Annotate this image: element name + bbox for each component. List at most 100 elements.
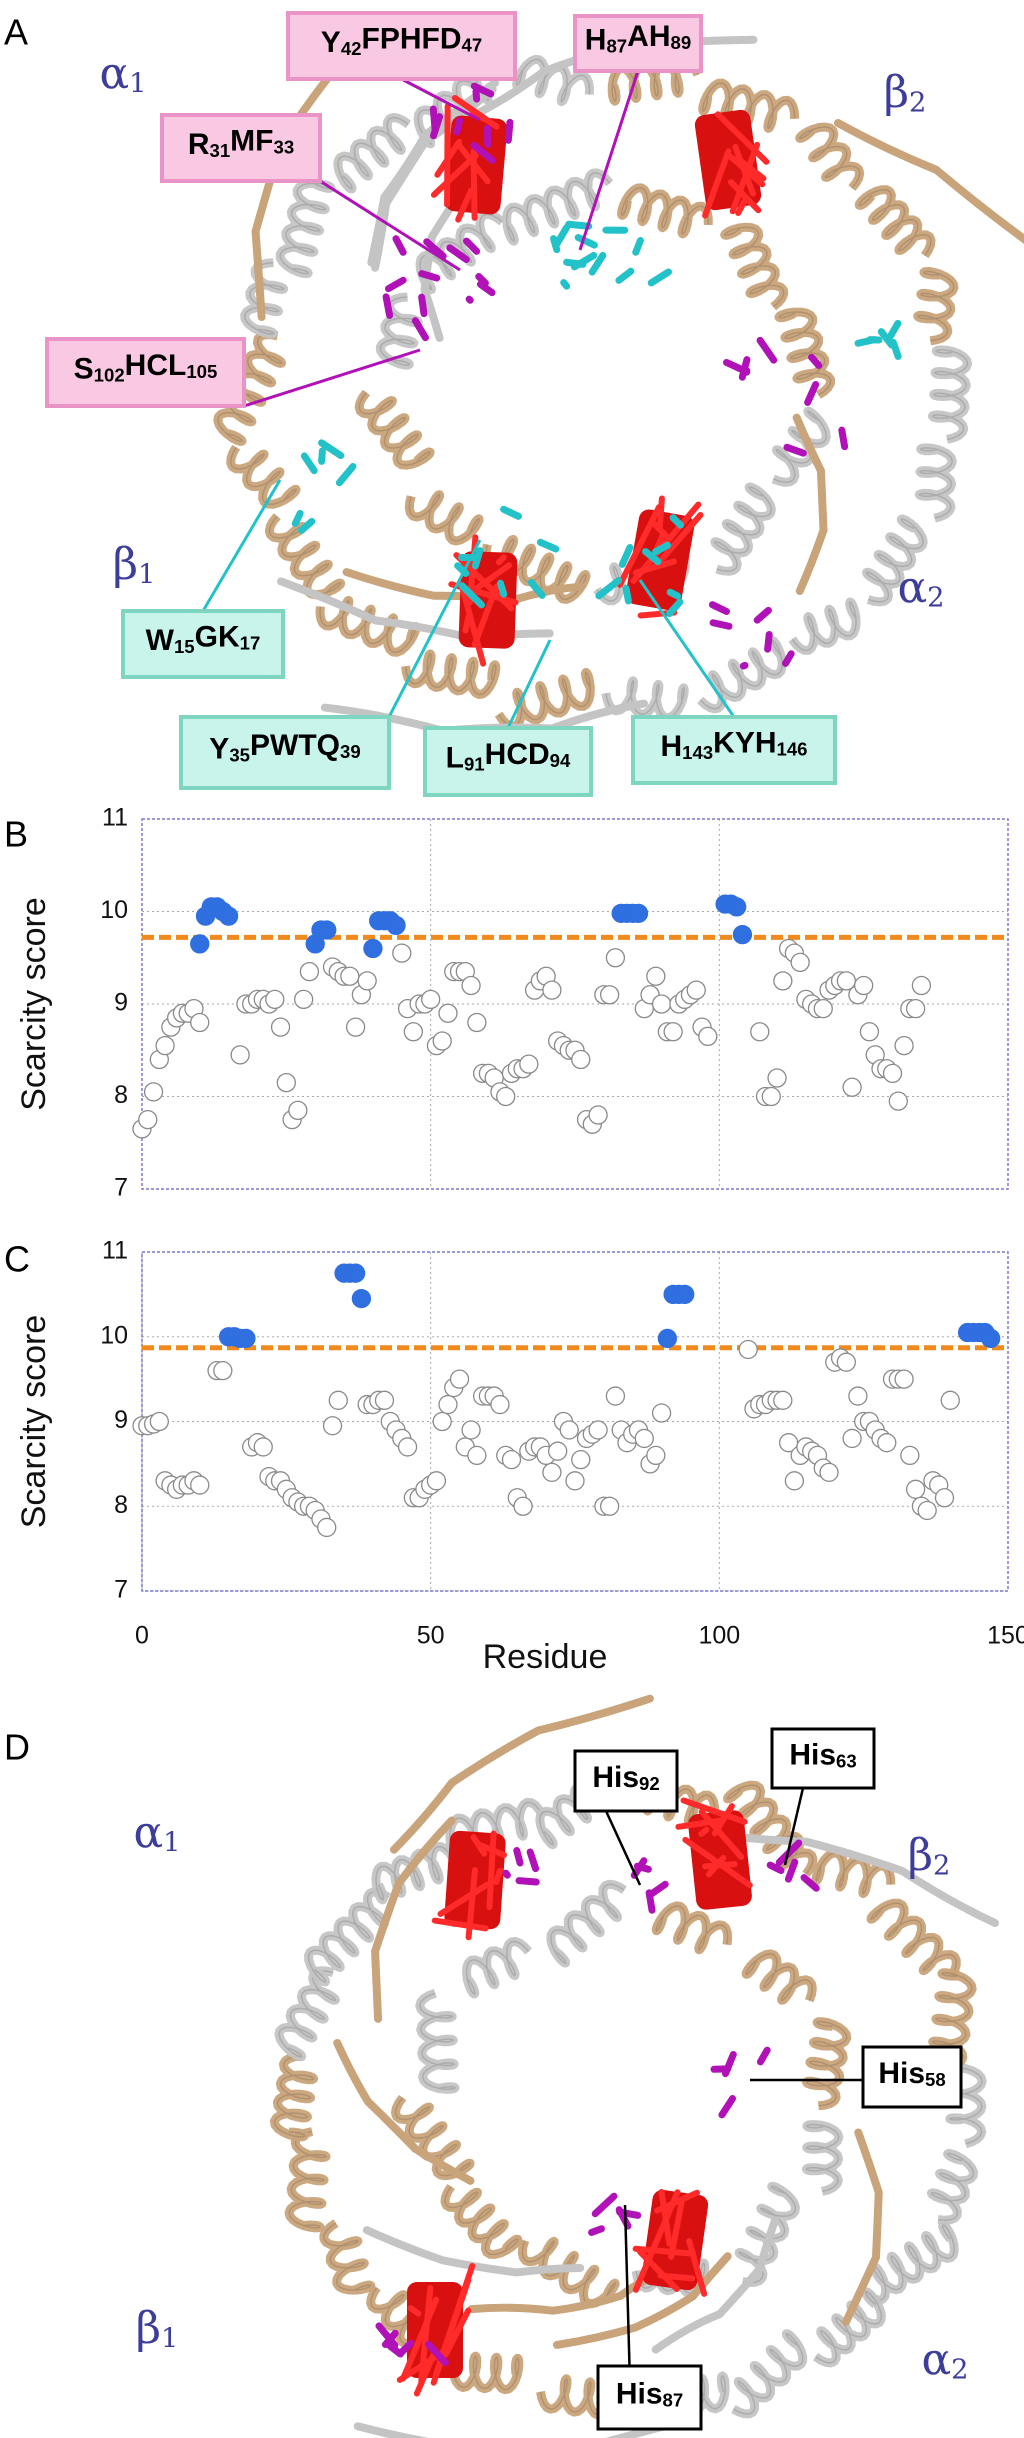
site-label: His63 [789, 1738, 856, 1771]
helix-edge [931, 1972, 973, 2068]
data-point [270, 1017, 291, 1037]
helix-edge [323, 2222, 373, 2291]
side-chain [429, 105, 439, 133]
subscript: 39 [340, 741, 361, 762]
data-point [403, 1022, 423, 1042]
side-chain [453, 117, 464, 136]
heme-stick [470, 148, 478, 221]
data-point [190, 934, 210, 954]
subscript: 2 [933, 1850, 950, 1881]
data-point [854, 975, 874, 996]
side-chain [446, 244, 470, 263]
subscript: 1 [163, 1827, 180, 1858]
side-chain [411, 317, 429, 342]
helix-edge [375, 1845, 454, 1901]
x-tick-label: 100 [698, 1622, 740, 1650]
heme-stick [471, 583, 500, 648]
helix-edge [358, 392, 432, 466]
helix [375, 292, 423, 370]
data-point [559, 1420, 579, 1440]
side-chain [465, 295, 474, 304]
helix [697, 635, 787, 714]
helix-edge [515, 58, 591, 104]
helix [734, 2181, 800, 2287]
heme-stick [675, 1817, 727, 1830]
helix-edge [815, 2291, 883, 2364]
data-point [294, 989, 314, 1010]
scatter-chart: 7 8 9 10 11 0 50 100 150 Residue Scarcity score [15, 1237, 1024, 1676]
y-tick-label: 11 [102, 1237, 128, 1265]
subscript: 91 [464, 753, 485, 774]
coil [833, 118, 1024, 245]
panel-label: A [4, 12, 28, 53]
data-point [253, 1437, 273, 1457]
data-point [750, 1022, 770, 1042]
label-part: β [908, 1830, 933, 1881]
label-part: His [789, 1738, 836, 1771]
data-point [571, 1449, 591, 1470]
side-chain [854, 336, 878, 347]
data-point [888, 1091, 908, 1111]
helix-edge [288, 2130, 328, 2229]
helix-edge [916, 270, 955, 342]
subscript: 89 [671, 32, 692, 53]
helix [795, 122, 865, 191]
helix-edge [485, 538, 587, 601]
label-box [573, 1749, 679, 1813]
helix-edge [419, 213, 503, 291]
side-chain [647, 1880, 669, 1898]
leader-line [623, 2204, 631, 2367]
data-point [651, 994, 672, 1014]
helix [866, 1898, 961, 1979]
chain-label: β2 [908, 1830, 951, 1882]
side-chain [476, 280, 496, 297]
data-point [819, 1462, 839, 1482]
heme [675, 1797, 753, 1910]
helix-edge [319, 599, 417, 653]
side-chain [297, 517, 316, 534]
heme-stick [656, 495, 665, 533]
helix-edge [713, 486, 773, 573]
data-point [917, 1500, 937, 1521]
side-chain [418, 293, 428, 318]
label-part: His [616, 2377, 663, 2410]
label-part: R [188, 128, 210, 161]
data-point [605, 948, 626, 968]
subscript: 102 [94, 364, 125, 385]
heme-stick [462, 613, 472, 634]
side-chain [718, 2095, 737, 2119]
label-part: PWTQ [250, 729, 340, 762]
y-tick-label: 7 [114, 1174, 128, 1202]
side-chain [595, 576, 623, 600]
label-box [596, 2364, 703, 2431]
side-chain [756, 336, 778, 364]
data-point [218, 906, 239, 926]
coil [651, 2216, 780, 2354]
y-tick-label: 9 [114, 1406, 128, 1434]
heme-stick [702, 148, 732, 219]
chain-label: β1 [136, 2303, 179, 2355]
helix-edge [732, 2332, 804, 2415]
helix [415, 209, 505, 294]
side-chain [739, 661, 749, 670]
helix [741, 1949, 817, 2005]
data-point [374, 1390, 395, 1410]
helix [315, 595, 421, 657]
data-point [345, 1263, 366, 1283]
coil [712, 1830, 999, 1928]
data-point [397, 1437, 418, 1457]
data-point [698, 1026, 718, 1047]
heme-stick [470, 1834, 488, 1857]
data-point [449, 1369, 470, 1389]
side-chain [472, 87, 481, 103]
helix [927, 345, 973, 444]
helix-edge [805, 2020, 848, 2107]
side-chain [784, 1858, 799, 1883]
subscript: 1 [161, 2323, 178, 2354]
data-point [905, 998, 926, 1019]
data-point [340, 966, 360, 986]
subscript: 33 [274, 136, 295, 157]
label-part: Y [209, 732, 229, 765]
site-label: R31MF33 [188, 124, 294, 161]
label-part: L [446, 741, 464, 774]
